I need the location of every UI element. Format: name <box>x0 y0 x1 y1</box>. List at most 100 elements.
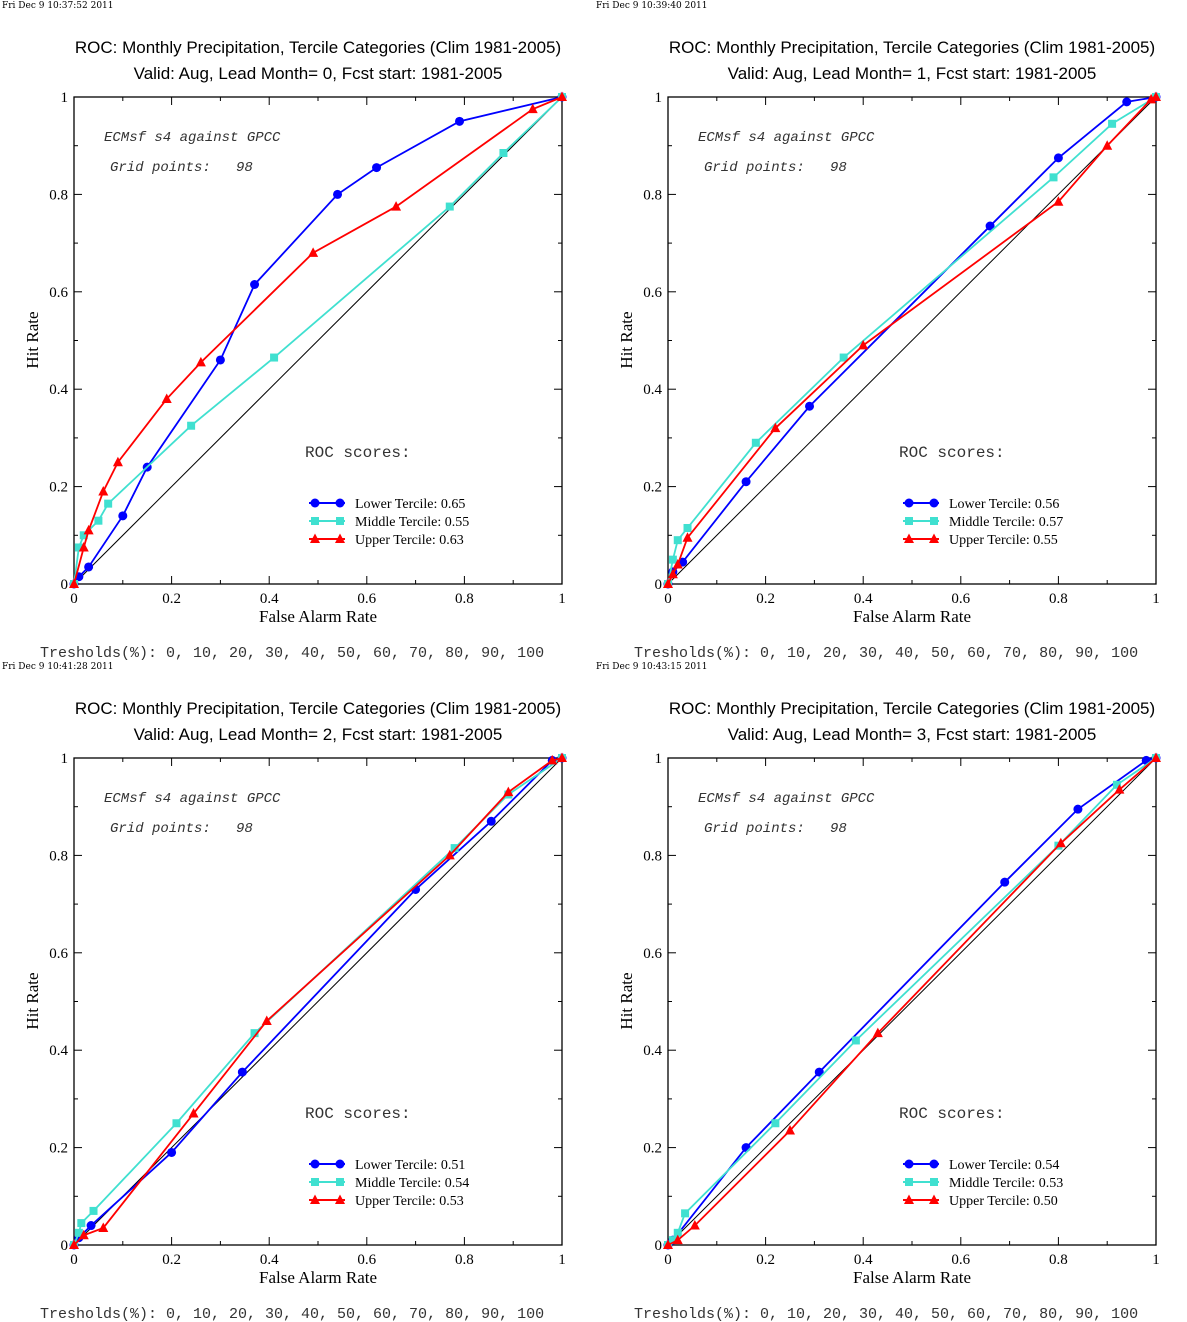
roc-chart-lead-1: Fri Dec 9 10:39:40 2011 ROC: Monthly Prec… <box>594 0 1187 661</box>
timestamp: Fri Dec 9 10:37:52 2011 <box>2 1 114 11</box>
data-point <box>167 1147 177 1157</box>
series-2 <box>663 752 1161 1249</box>
data-point <box>261 1015 272 1025</box>
data-point <box>215 355 225 365</box>
legend-label: Middle Tercile: 0.53 <box>949 1176 1063 1191</box>
legend-label: Middle Tercile: 0.54 <box>355 1176 469 1191</box>
legend-item: Lower Tercile: 0.51 <box>309 1158 465 1173</box>
data-point <box>308 247 319 257</box>
roc-chart-svg: Fri Dec 9 10:37:52 2011 ROC: Monthly Prec… <box>2 1 567 661</box>
source-annotation: ECMsf s4 against GPCC <box>104 791 281 807</box>
legend-label: Middle Tercile: 0.55 <box>355 515 469 530</box>
data-point <box>667 568 678 579</box>
data-point <box>445 202 454 211</box>
legend-label: Lower Tercile: 0.54 <box>949 1158 1059 1173</box>
timestamp: Fri Dec 9 10:39:40 2011 <box>596 1 708 11</box>
legend-marker <box>310 498 320 508</box>
x-tick-label: 0.2 <box>162 591 181 607</box>
legend-label: Lower Tercile: 0.51 <box>355 1158 465 1173</box>
data-point <box>689 1220 700 1230</box>
data-point <box>503 786 514 797</box>
legend-marker <box>310 1194 320 1204</box>
data-point <box>250 1029 259 1038</box>
data-point <box>486 816 496 826</box>
legend-item: Upper Tercile: 0.63 <box>309 533 464 548</box>
source-annotation: ECMsf s4 against GPCC <box>698 791 875 807</box>
data-point <box>851 1036 860 1045</box>
y-axis-title: Hit Rate <box>23 311 42 368</box>
data-point <box>663 1239 673 1249</box>
x-tick-label: 0.4 <box>260 1252 279 1268</box>
y-tick-label: 0.8 <box>643 848 662 864</box>
y-tick-label: 0.2 <box>643 1141 662 1157</box>
legend-marker <box>311 1178 319 1186</box>
chart-subtitle: Valid: Aug, Lead Month= 0, Fcst start: 1… <box>134 64 503 83</box>
y-tick-label: 0.4 <box>49 1043 68 1059</box>
y-tick-label: 0.6 <box>643 285 662 301</box>
data-point <box>333 189 343 199</box>
data-point <box>77 1219 86 1228</box>
x-tick-label: 0.8 <box>1049 591 1068 607</box>
thresholds-text: Tresholds(%): 0, 10, 20, 30, 40, 50, 60,… <box>634 645 1138 661</box>
x-tick-label: 0.6 <box>951 591 970 607</box>
source-annotation: ECMsf s4 against GPCC <box>104 130 281 146</box>
data-point <box>172 1119 181 1128</box>
data-point <box>1122 97 1132 107</box>
y-tick-label: 0 <box>61 577 69 593</box>
data-point <box>79 531 88 540</box>
data-point <box>78 1229 89 1240</box>
x-tick-label: 1 <box>1152 591 1160 607</box>
data-point <box>770 422 781 433</box>
x-tick-label: 1 <box>558 1252 566 1268</box>
series-line <box>667 757 1157 1246</box>
legend-label: Upper Tercile: 0.63 <box>355 533 464 548</box>
data-point <box>672 1234 683 1245</box>
legend-label: Lower Tercile: 0.56 <box>949 497 1059 512</box>
data-point <box>985 221 995 231</box>
legend-marker <box>929 1194 939 1204</box>
data-point <box>1151 752 1161 762</box>
legend-label: Middle Tercile: 0.57 <box>949 515 1063 530</box>
timestamp: Fri Dec 9 10:43:15 2011 <box>596 662 708 672</box>
roc-chart-lead-3: Fri Dec 9 10:43:15 2011 ROC: Monthly Prec… <box>594 661 1187 1322</box>
legend-item: Upper Tercile: 0.55 <box>903 533 1058 548</box>
x-tick-label: 0.8 <box>455 591 474 607</box>
legend-marker <box>336 1178 344 1186</box>
x-tick-label: 0.8 <box>1049 1252 1068 1268</box>
chart-title: ROC: Monthly Precipitation, Tercile Cate… <box>75 699 561 718</box>
y-tick-label: 0.2 <box>49 480 68 496</box>
legend-marker <box>336 517 344 525</box>
legend-marker <box>335 533 345 543</box>
y-tick-label: 1 <box>61 90 69 106</box>
data-point <box>741 477 751 487</box>
data-point <box>444 849 455 860</box>
data-point <box>74 1228 83 1237</box>
legend-item: Lower Tercile: 0.54 <box>903 1158 1059 1173</box>
y-tick-label: 0.8 <box>49 848 68 864</box>
y-tick-label: 0.4 <box>643 1043 662 1059</box>
chart-subtitle: Valid: Aug, Lead Month= 2, Fcst start: 1… <box>134 725 503 744</box>
y-axis-title: Hit Rate <box>617 972 636 1029</box>
legend-marker <box>904 1159 914 1169</box>
data-point <box>673 1228 682 1237</box>
legend-item: Middle Tercile: 0.55 <box>309 515 469 530</box>
legend-label: Upper Tercile: 0.55 <box>949 533 1058 548</box>
data-point <box>104 499 113 508</box>
roc-chart-lead-2: Fri Dec 9 10:41:28 2011 ROC: Monthly Prec… <box>0 661 594 1322</box>
data-point <box>668 1236 677 1245</box>
data-point <box>1114 784 1125 794</box>
x-tick-label: 0.2 <box>162 1252 181 1268</box>
y-tick-label: 0.4 <box>49 382 68 398</box>
no-skill-diagonal <box>667 757 1157 1246</box>
x-tick-label: 0 <box>664 591 672 607</box>
data-point <box>681 1209 690 1218</box>
data-point <box>858 339 869 350</box>
data-point <box>557 752 567 762</box>
x-tick-label: 0.2 <box>756 591 775 607</box>
data-point <box>1146 93 1157 104</box>
x-tick-label: 0.4 <box>854 591 873 607</box>
y-tick-label: 1 <box>655 751 663 767</box>
grid-points-annotation: Grid points: 98 <box>110 821 253 837</box>
roc-chart-svg: Fri Dec 9 10:41:28 2011 ROC: Monthly Prec… <box>2 662 567 1322</box>
data-point <box>112 456 123 467</box>
